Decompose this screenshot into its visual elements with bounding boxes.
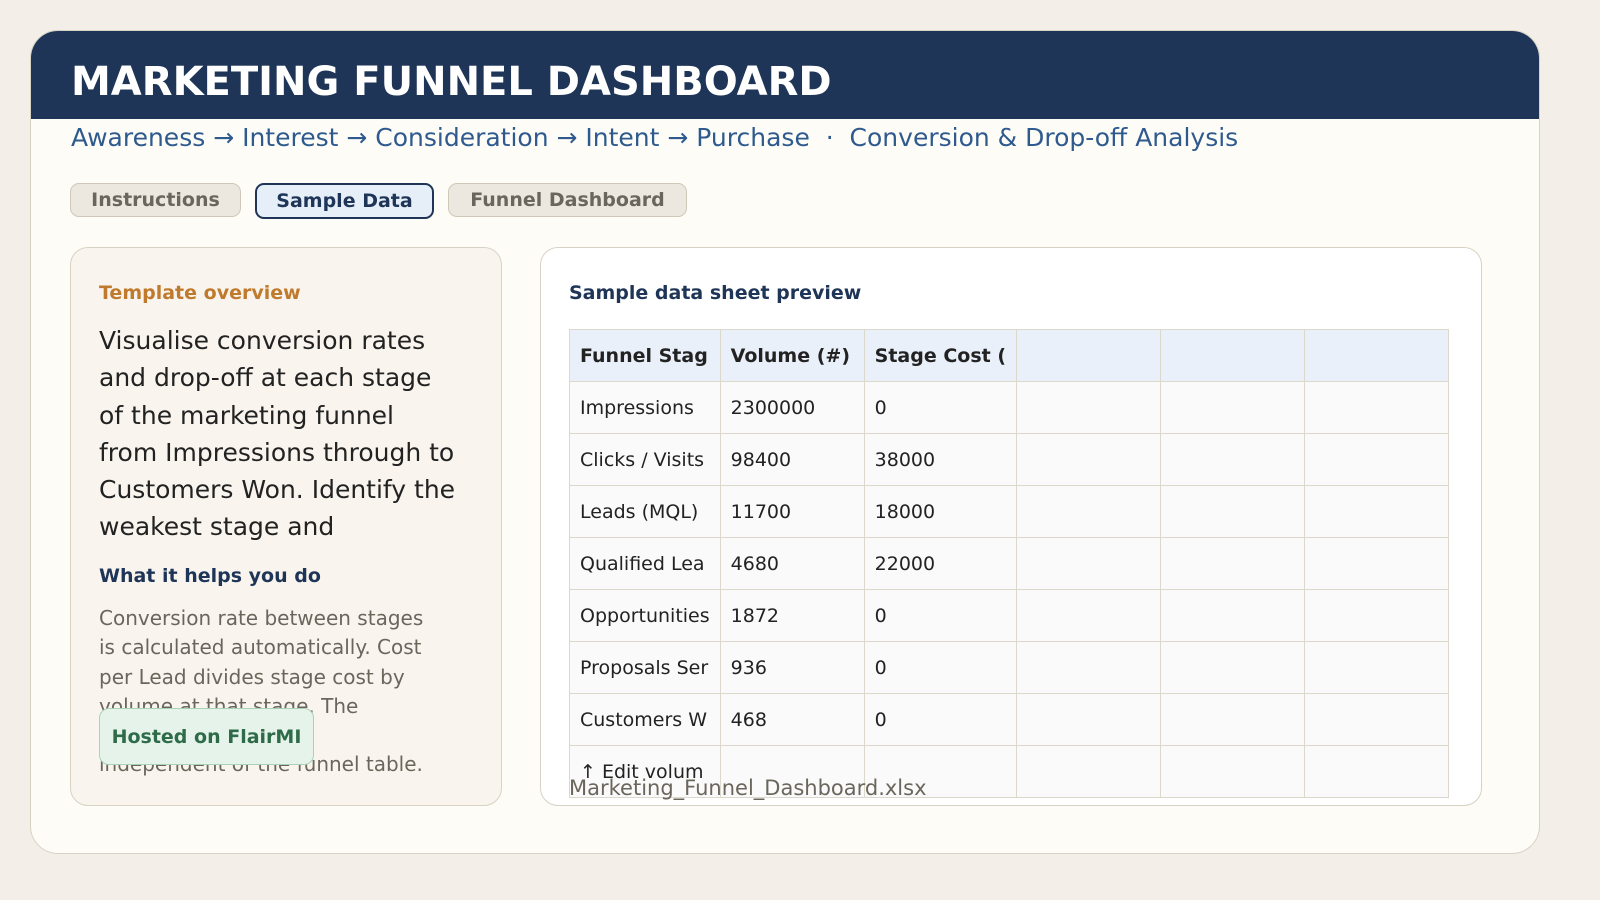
column-header: Stage Cost ( — [863, 329, 1018, 382]
table-cell: 0 — [863, 381, 1018, 434]
table-cell: 1872 — [719, 589, 865, 642]
text-line: Conversion rate between stages — [99, 606, 424, 630]
table-cell: 11700 — [719, 485, 865, 538]
table-cell — [1016, 589, 1162, 642]
title: MARKETING FUNNEL DASHBOARD — [71, 59, 832, 105]
table-cell — [719, 745, 865, 798]
table-cell — [1016, 693, 1162, 746]
column-header — [1016, 329, 1162, 382]
tab[interactable]: Funnel Dashboard — [448, 183, 687, 217]
column-header: Volume (#) — [719, 329, 865, 382]
table-cell — [1304, 485, 1450, 538]
table-cell — [1304, 589, 1450, 642]
note-row: ↑ Edit volum — [569, 745, 1450, 798]
table-cell: 22000 — [863, 537, 1018, 590]
tab[interactable]: Instructions — [70, 183, 241, 217]
table-cell — [1304, 433, 1450, 486]
header-row: Funnel Stag Volume (#) Stage Cost ( — [569, 329, 1450, 382]
table-cell: Clicks / Visits — [569, 433, 721, 486]
text-line: is calculated automatically. Cost — [99, 635, 422, 660]
table-cell — [1016, 537, 1162, 590]
column-header — [1160, 329, 1306, 382]
preview-panel: Sample data sheet preview Funnel Stag Vol… — [540, 247, 1482, 806]
table-cell — [1160, 641, 1306, 694]
table-row: Customers W 468 0 — [569, 693, 1450, 746]
table-cell: 4680 — [719, 537, 865, 590]
table-row: Impressions 2300000 0 — [569, 381, 1450, 434]
table-cell — [1160, 433, 1306, 486]
table-row: Clicks / Visits 98400 38000 — [569, 433, 1450, 486]
table-cell — [1304, 381, 1450, 434]
overview-text: Visualise conversion rates and drop-off … — [99, 326, 456, 542]
table-cell: 0 — [863, 693, 1018, 746]
table-cell — [1160, 745, 1306, 798]
table-cell — [1016, 433, 1162, 486]
table-cell — [1016, 485, 1162, 538]
table-cell: Proposals Ser — [569, 641, 721, 694]
filename: Marketing_Funnel_Dashboard.xlsx — [569, 776, 927, 800]
preview-heading: Sample data sheet preview — [569, 282, 862, 304]
table-cell: 2300000 — [719, 381, 865, 434]
table-cell — [1160, 693, 1306, 746]
table-cell: ↑ Edit volum — [569, 745, 721, 798]
table-cell — [1160, 589, 1306, 642]
table-cell: Impressions — [569, 381, 721, 434]
table-cell: 936 — [719, 641, 865, 694]
table-cell: 0 — [863, 589, 1018, 642]
table-cell: 98400 — [719, 433, 865, 486]
table-cell — [863, 745, 1018, 798]
table-cell — [1304, 537, 1450, 590]
column-header — [1304, 329, 1450, 382]
table-row: Qualified Lea 4680 22000 — [569, 537, 1450, 590]
table-cell: Customers W — [569, 693, 721, 746]
card: MARKETING FUNNEL DASHBOARD Awareness → I… — [30, 30, 1540, 854]
table-cell — [1304, 745, 1450, 798]
table-cell — [1304, 641, 1450, 694]
table-cell — [1016, 745, 1162, 798]
table-cell: Qualified Lea — [569, 537, 721, 590]
hosted-badge[interactable]: Hosted on FlairMI — [99, 708, 314, 765]
header-bar — [31, 31, 1539, 119]
column-header: Funnel Stag — [569, 329, 721, 382]
table-cell: Leads (MQL) — [569, 485, 721, 538]
subtitle: Awareness → Interest → Consideration → I… — [71, 123, 1239, 152]
table-row: Opportunities 1872 0 — [569, 589, 1450, 642]
overview-subheading: What it helps you do — [99, 565, 321, 587]
overview-heading: Template overview — [99, 282, 301, 304]
data-table: Funnel Stag Volume (#) Stage Cost (Impress… — [569, 329, 1450, 798]
table-cell — [1160, 485, 1306, 538]
table-cell — [1304, 693, 1450, 746]
table-cell: 18000 — [863, 485, 1018, 538]
text-line: per Lead divides stage cost by — [99, 664, 405, 689]
table-cell — [1160, 381, 1306, 434]
table-cell — [1016, 381, 1162, 434]
table-cell: 0 — [863, 641, 1018, 694]
table-cell: 38000 — [863, 433, 1018, 486]
tab[interactable]: Sample Data — [255, 183, 434, 219]
table-cell: Opportunities — [569, 589, 721, 642]
table-cell — [1016, 641, 1162, 694]
table-cell: 468 — [719, 693, 865, 746]
table-row: Leads (MQL) 11700 18000 — [569, 485, 1450, 538]
table-row: Proposals Ser 936 0 — [569, 641, 1450, 694]
table-cell — [1160, 537, 1306, 590]
